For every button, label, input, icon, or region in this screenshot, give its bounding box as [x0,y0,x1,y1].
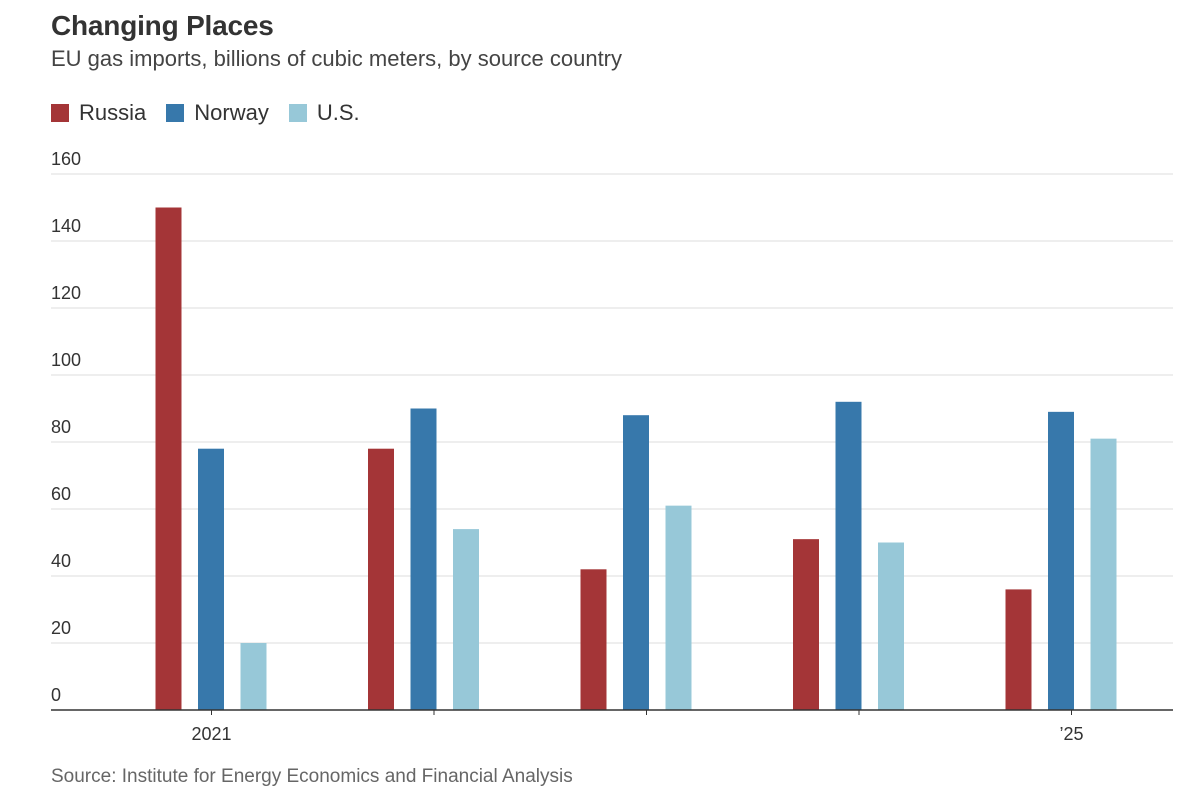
chart-title: Changing Places [51,10,274,41]
legend-swatch-us [288,104,307,122]
bar-us-1 [453,529,479,710]
bar-norway-3 [835,401,862,710]
y-tick-label: 140 [51,216,81,236]
chart-subtitle: EU gas imports, billions of cubic meters… [51,46,623,71]
legend-swatch-norway [166,104,185,122]
bar-norway-1 [410,408,437,710]
legend-label-norway: Norway [194,100,269,125]
x-tick-label: ’25 [1059,724,1083,744]
bar-norway-0 [198,448,224,710]
y-tick-label: 120 [51,283,81,303]
bar-russia-0 [155,207,182,710]
legend: Russia Norway U.S. [51,100,380,126]
legend-swatch-russia [51,104,69,122]
y-tick-label: 60 [51,484,71,504]
bar-us-2 [665,505,692,710]
y-tick-label: 40 [51,551,71,571]
bar-us-0 [240,643,267,710]
legend-item-norway: Norway [166,100,269,126]
bar-russia-4 [1005,589,1032,710]
legend-label-us: U.S. [316,100,360,125]
y-tick-label: 100 [51,350,81,370]
x-tick-label: 2021 [191,724,231,744]
bar-us-4 [1090,438,1117,710]
bar-russia-1 [368,448,394,710]
bar-us-3 [878,542,904,710]
legend-label-russia: Russia [79,100,147,125]
legend-item-russia: Russia [51,100,146,126]
bar-russia-3 [793,539,819,710]
y-tick-label: 0 [51,685,61,705]
bar-norway-4 [1048,411,1074,710]
y-tick-label: 80 [51,417,71,437]
bar-norway-2 [623,415,649,710]
source-note: Source: Institute for Energy Economics a… [51,766,573,787]
legend-item-us: U.S. [288,100,360,126]
y-tick-label: 20 [51,618,71,638]
bar-russia-2 [580,569,607,710]
y-tick-label: 160 [51,149,81,169]
